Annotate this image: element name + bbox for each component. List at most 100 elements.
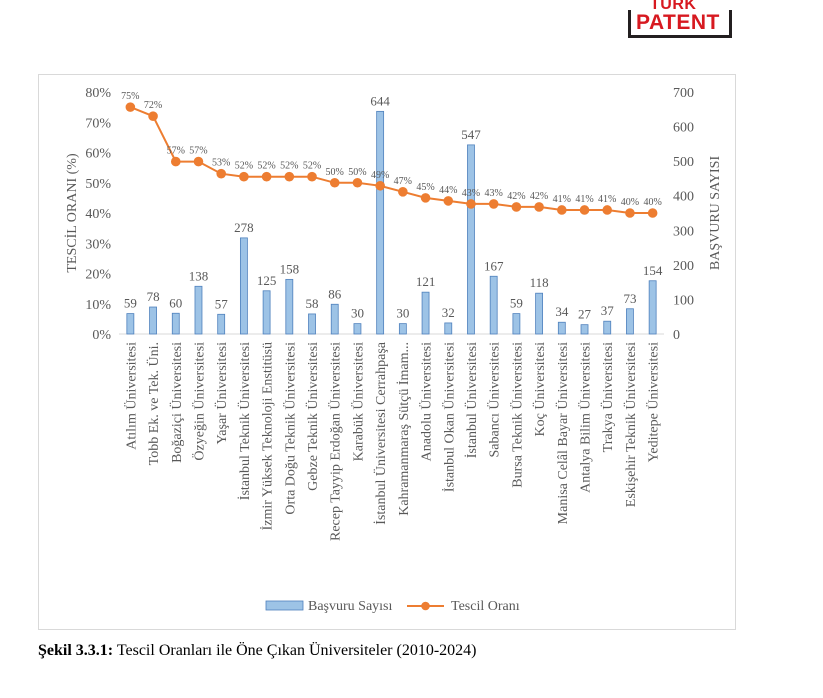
bar-value-label: 644 bbox=[370, 93, 390, 108]
category-label: Anadolu Üniversitesi bbox=[418, 342, 435, 461]
category-label: İzmir Yüksek Teknoloji Enstitüsü bbox=[260, 342, 276, 530]
bar-basvuru bbox=[648, 280, 657, 335]
line-marker bbox=[261, 171, 272, 182]
line-value-label: 75% bbox=[121, 91, 139, 102]
legend-swatch-bar bbox=[265, 600, 304, 611]
line-value-label: 53% bbox=[212, 158, 230, 169]
line-value-label: 57% bbox=[189, 146, 207, 157]
logo-bracket bbox=[628, 10, 732, 38]
line-value-label: 40% bbox=[621, 197, 639, 208]
right-axis-tick-label: 500 bbox=[673, 155, 694, 170]
bar-value-label: 57 bbox=[215, 296, 229, 311]
category-label: Özyeğin Üniversitesi bbox=[190, 342, 207, 461]
bar-value-label: 58 bbox=[306, 296, 319, 311]
line-value-label: 43% bbox=[485, 188, 503, 199]
logo-top-text: TÜRK bbox=[650, 0, 697, 13]
left-axis-tick-label: 30% bbox=[85, 237, 111, 252]
category-label: Boğaziçi Üniversitesi bbox=[168, 342, 185, 463]
bar-value-label: 125 bbox=[257, 273, 277, 288]
category-label: Orta Doğu Teknik Üniversitesi bbox=[281, 342, 298, 515]
left-axis-tick-label: 60% bbox=[85, 147, 111, 162]
category-label: Manisa Celâl Bayar Üniversitesi bbox=[554, 342, 571, 524]
category-label: İstanbul Okan Üniversitesi bbox=[440, 342, 457, 492]
left-axis-tick-label: 20% bbox=[85, 268, 111, 283]
line-value-label: 44% bbox=[439, 185, 457, 196]
category-label: İstanbul Teknik Üniversitesi bbox=[236, 342, 253, 500]
bar-basvuru bbox=[194, 285, 203, 335]
left-axis-tick-label: 0% bbox=[92, 328, 111, 343]
category-label: Antalya Bilim Üniversitesi bbox=[577, 342, 594, 493]
line-marker bbox=[307, 171, 317, 182]
bar-value-label: 278 bbox=[234, 220, 254, 235]
line-marker bbox=[579, 205, 590, 215]
caption-text: Tescil Oranları ile Öne Çıkan Üniversite… bbox=[113, 642, 477, 659]
logo-main-text: PATENT bbox=[636, 11, 720, 34]
bar-value-label: 158 bbox=[280, 261, 300, 276]
bar-basvuru bbox=[535, 292, 544, 335]
line-marker bbox=[193, 156, 204, 167]
line-value-label: 57% bbox=[167, 146, 185, 157]
category-label: Gebze Teknik Üniversitesi bbox=[304, 342, 321, 491]
category-label: Tobb Ek. ve Tek. Üni. bbox=[145, 342, 162, 465]
left-axis-tick-label: 50% bbox=[85, 177, 111, 192]
left-axis-tick-label: 80% bbox=[85, 86, 111, 101]
line-marker bbox=[534, 202, 544, 212]
bar-value-label: 73 bbox=[623, 291, 636, 306]
line-marker bbox=[216, 168, 226, 179]
line-value-label: 41% bbox=[553, 194, 571, 205]
line-marker bbox=[511, 202, 522, 212]
line-marker bbox=[420, 193, 431, 203]
line-value-label: 52% bbox=[235, 161, 253, 172]
bar-basvuru bbox=[603, 320, 612, 335]
right-axis-tick-label: 300 bbox=[673, 224, 694, 239]
bar-basvuru bbox=[353, 323, 362, 335]
bar-basvuru bbox=[398, 323, 407, 335]
legend-swatch-marker bbox=[421, 601, 430, 611]
bar-value-label: 30 bbox=[351, 306, 364, 321]
left-axis-tick-label: 40% bbox=[85, 207, 111, 222]
caption-label: Şekil 3.3.1: bbox=[38, 642, 114, 659]
bar-basvuru bbox=[171, 312, 180, 335]
line-value-label: 52% bbox=[257, 161, 275, 172]
line-marker bbox=[488, 199, 499, 209]
bar-basvuru bbox=[580, 324, 589, 335]
right-axis-tick-label: 100 bbox=[673, 293, 694, 308]
line-marker bbox=[329, 177, 340, 188]
line-marker bbox=[170, 156, 181, 167]
line-marker bbox=[125, 102, 136, 112]
line-value-label: 45% bbox=[416, 182, 434, 193]
bar-value-label: 121 bbox=[416, 274, 436, 289]
bar-value-label: 154 bbox=[643, 263, 663, 278]
right-axis-tick-label: 0 bbox=[673, 328, 680, 343]
bar-basvuru bbox=[126, 313, 135, 335]
category-label: İstanbul Üniversitesi Cerrahpaşa bbox=[372, 341, 389, 525]
line-value-label: 42% bbox=[530, 191, 548, 202]
line-marker bbox=[443, 196, 454, 206]
line-value-label: 40% bbox=[643, 197, 661, 208]
bar-value-label: 30 bbox=[396, 306, 409, 321]
bar-basvuru bbox=[489, 275, 498, 335]
line-value-label: 47% bbox=[394, 176, 412, 187]
left-axis-title: TESCİL ORANI (%) bbox=[64, 153, 80, 273]
category-label: Eskişehir Teknik Üniversitesi bbox=[622, 342, 639, 507]
bar-value-label: 138 bbox=[189, 268, 209, 283]
bar-basvuru bbox=[149, 306, 157, 335]
bar-basvuru bbox=[330, 303, 339, 335]
right-axis-tick-label: 700 bbox=[673, 86, 694, 101]
line-marker bbox=[466, 199, 476, 209]
bar-value-label: 60 bbox=[169, 295, 182, 310]
bar-basvuru bbox=[217, 313, 226, 335]
category-label: Bursa Teknik Üniversitesi bbox=[508, 342, 525, 488]
bar-value-label: 37 bbox=[601, 303, 615, 318]
line-marker bbox=[284, 171, 295, 182]
right-axis-title: BAŞVURU SAYISI bbox=[708, 156, 723, 271]
bar-basvuru bbox=[467, 144, 475, 335]
bar-value-label: 167 bbox=[484, 258, 504, 273]
line-marker bbox=[647, 208, 658, 218]
bar-value-label: 32 bbox=[442, 305, 455, 320]
category-label: Atılım Üniversitesi bbox=[122, 342, 139, 450]
line-marker bbox=[375, 180, 385, 191]
line-value-label: 41% bbox=[598, 194, 616, 205]
right-axis-tick-label: 400 bbox=[673, 190, 694, 205]
line-marker bbox=[352, 177, 363, 188]
